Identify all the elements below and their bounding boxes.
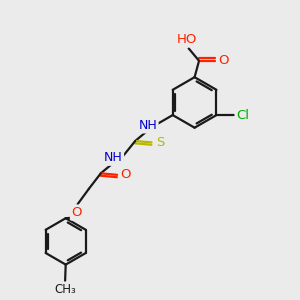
Text: NH: NH [138, 119, 157, 132]
Text: NH: NH [104, 152, 123, 164]
Text: O: O [120, 168, 131, 181]
Text: CH₃: CH₃ [54, 283, 76, 296]
Text: Cl: Cl [236, 109, 249, 122]
Text: O: O [218, 54, 228, 67]
Text: O: O [71, 206, 82, 219]
Text: HO: HO [177, 33, 197, 46]
Text: S: S [156, 136, 164, 149]
